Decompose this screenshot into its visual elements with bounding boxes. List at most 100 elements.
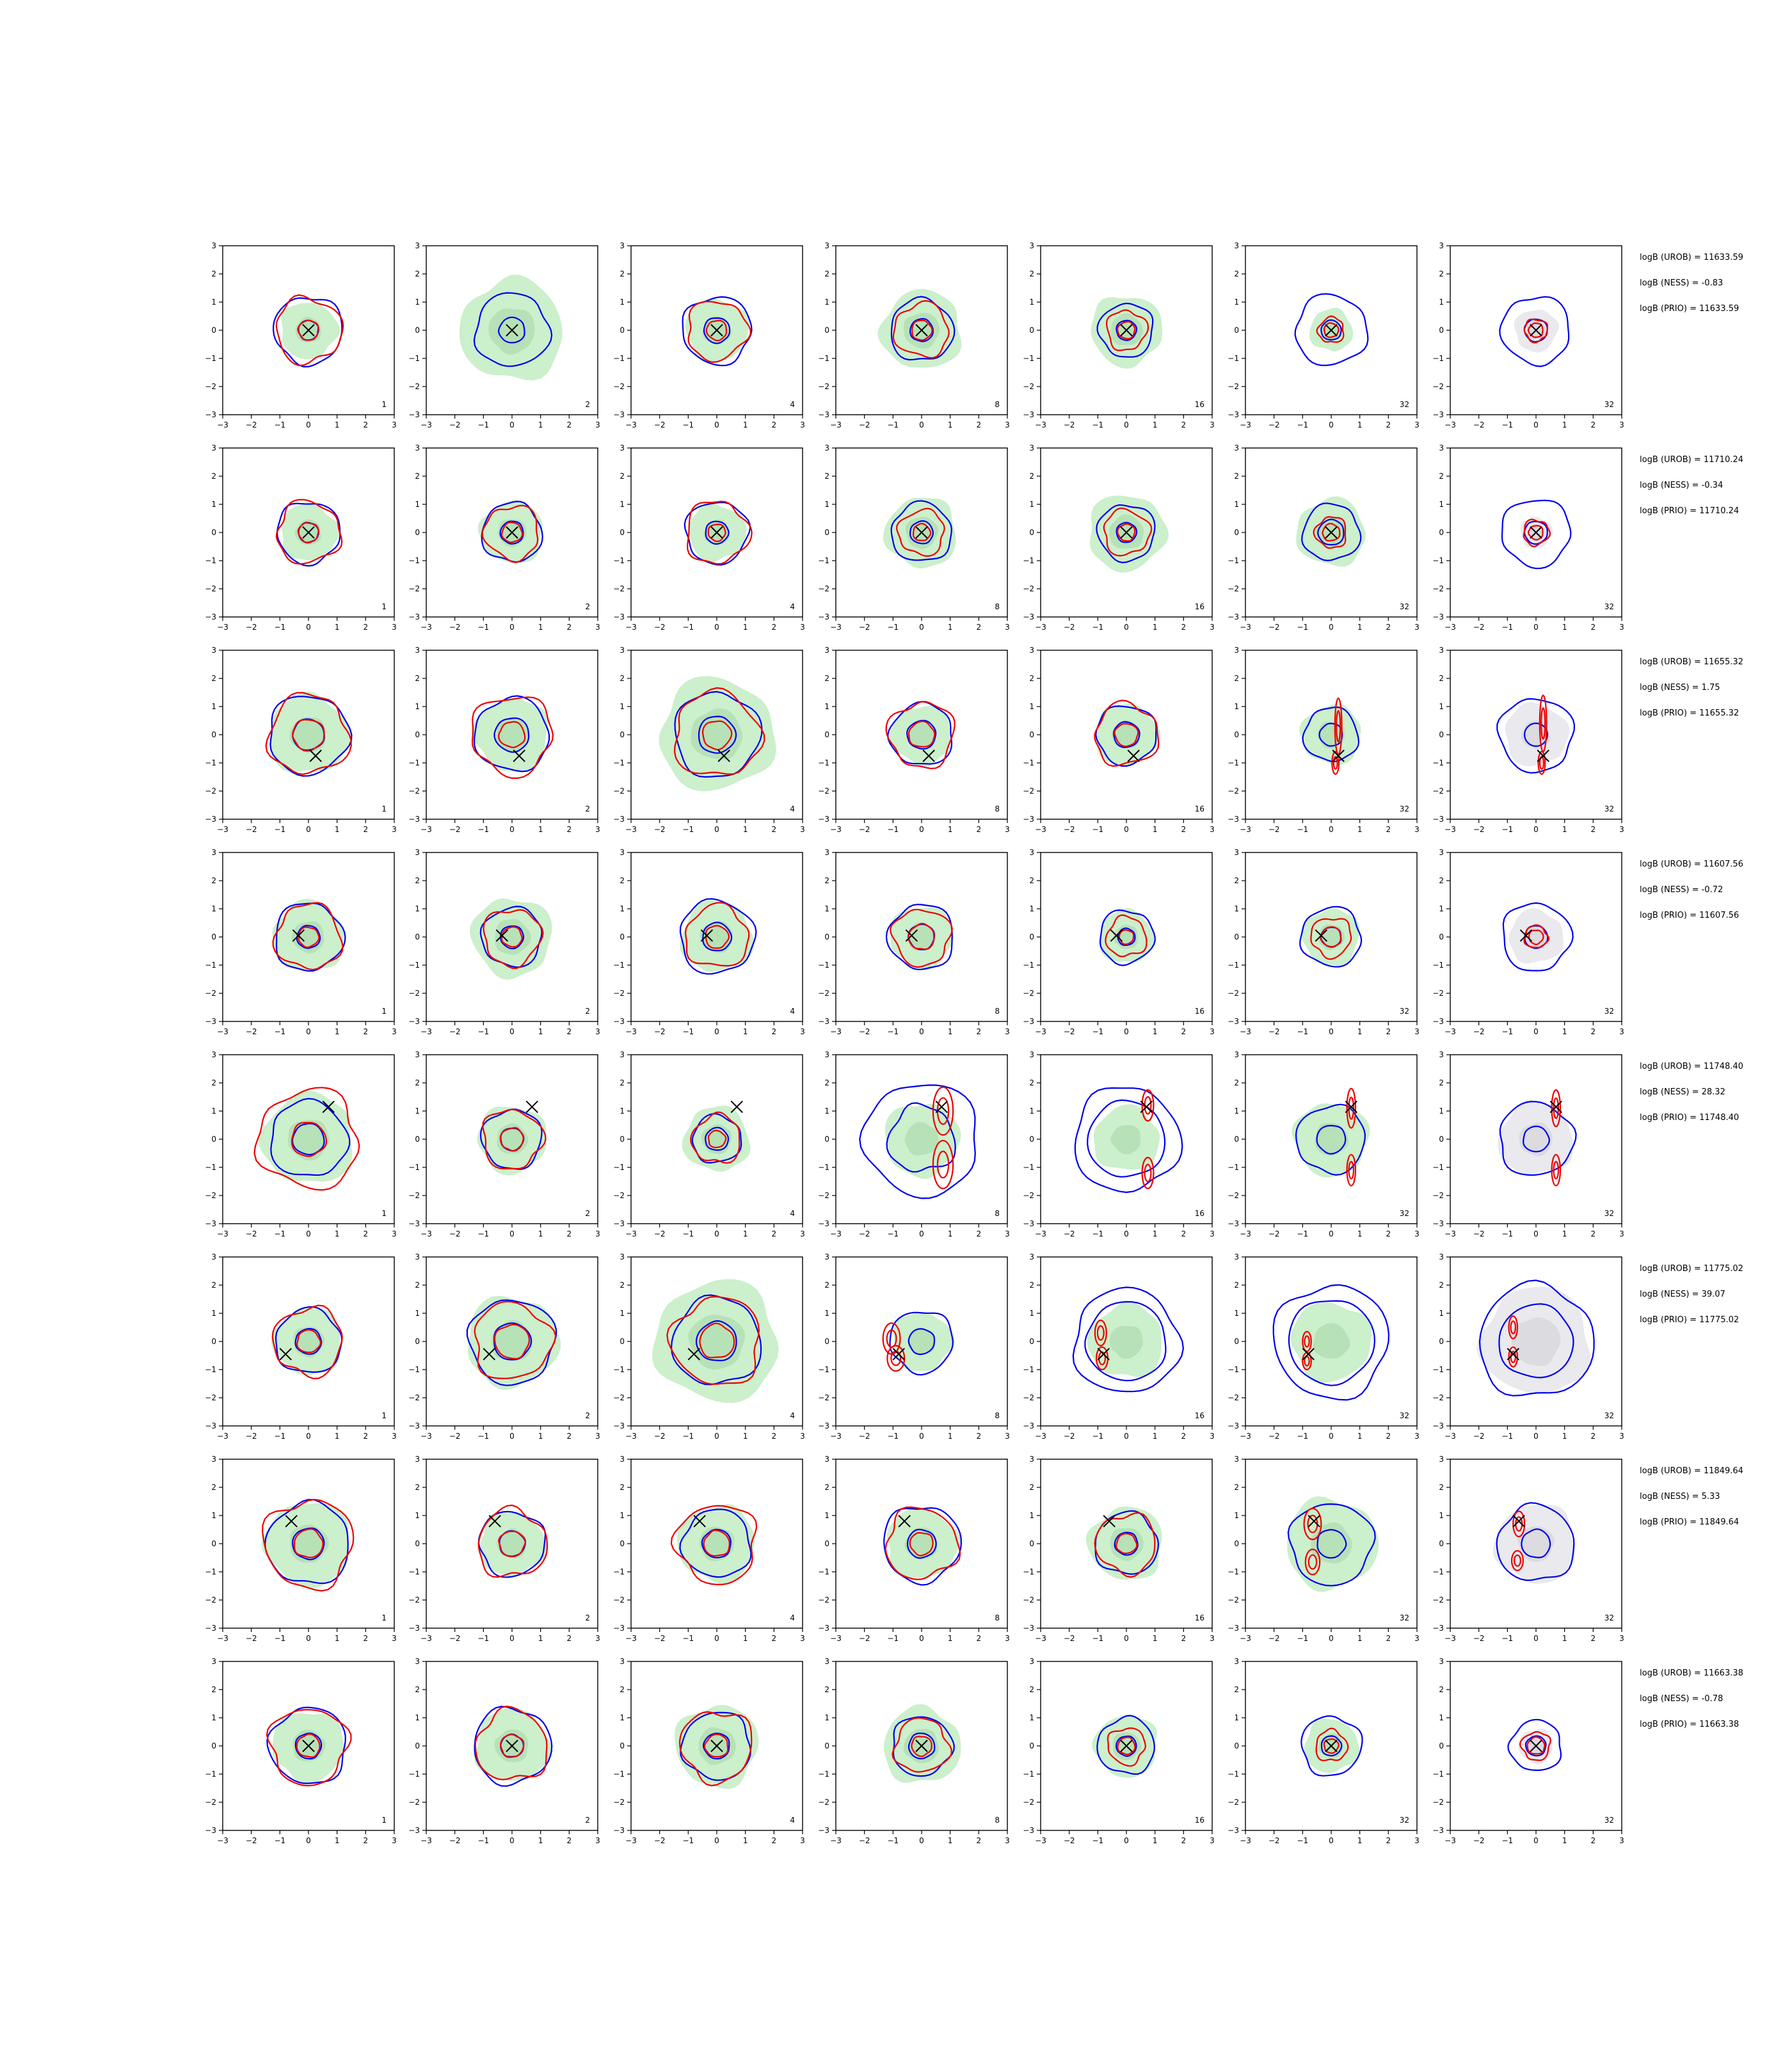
y-tick-label: 3	[620, 444, 625, 452]
x-tick-label: −3	[1444, 623, 1456, 632]
x-tick-label: 0	[1533, 1432, 1539, 1441]
panel-r4-c4: −3−3 −2 −2 −1 −1 0 0 1 1 2 2 3 3 8	[818, 848, 1010, 1036]
panel-r6-c4: −3−3 −2 −2 −1 −1 0 0 1 1 2 2 3 3 8	[818, 1252, 1010, 1441]
x-tick-label: 1	[1357, 623, 1363, 632]
y-tick-label: −3	[408, 1219, 420, 1228]
x-tick-label: 3	[1619, 1836, 1624, 1845]
log-bayes-factor-label: logB (UROB) = 11655.32	[1640, 657, 1743, 667]
panel-r5-c3: −3−3 −2 −2 −1 −1 0 0 1 1 2 2 3 3 4	[613, 1050, 805, 1238]
x-tick-label: 1	[538, 1634, 543, 1643]
y-tick-label: −3	[818, 815, 829, 824]
red-contour	[1096, 1325, 1105, 1341]
x-tick-label: 1	[335, 825, 340, 834]
red-contour	[1105, 914, 1148, 957]
x-tick-label: −2	[654, 825, 666, 834]
log-bayes-factor-label: logB (NESS) = -0.83	[1640, 278, 1723, 288]
x-tick-label: −3	[217, 825, 228, 834]
x-tick-label: 3	[392, 1836, 397, 1845]
blue-contour	[908, 1328, 936, 1356]
red-contour	[1141, 1089, 1155, 1122]
blue-contour	[1502, 902, 1574, 972]
panel-plot-area	[272, 899, 346, 972]
panel-r5-c5: −3−3 −2 −2 −1 −1 0 0 1 1 2 2 3 3 16	[1023, 1050, 1215, 1238]
red-contour	[1513, 1554, 1521, 1567]
x-tick-label: −3	[625, 1634, 637, 1643]
panel-plot-area	[1496, 694, 1576, 775]
x-tick-label: 1	[1153, 420, 1158, 429]
y-tick-label: −3	[613, 1421, 625, 1430]
blue-contour	[1100, 909, 1156, 966]
y-tick-label: −1	[1432, 961, 1444, 970]
y-tick-label: −2	[818, 989, 829, 998]
true-point-marker	[1325, 1740, 1338, 1752]
x-tick-label: 0	[714, 1432, 719, 1441]
x-tick-label: −1	[1297, 1836, 1308, 1845]
x-tick-label: −1	[274, 1432, 285, 1441]
true-point-marker	[483, 1348, 495, 1361]
row-stats-1: logB (UROB) = 11633.59 logB (NESS) = -0.8…	[1640, 253, 1743, 314]
true-point-marker	[1345, 1100, 1357, 1114]
y-tick-label: 2	[1439, 674, 1444, 683]
x-tick-label: 2	[1591, 1027, 1596, 1036]
y-tick-label: 3	[1029, 241, 1034, 250]
y-tick-label: 2	[1439, 1281, 1444, 1290]
x-tick-label: 0	[919, 1027, 924, 1036]
red-contour	[1537, 751, 1546, 775]
true-point-marker	[525, 1100, 538, 1114]
y-tick-label: −1	[205, 1365, 216, 1374]
y-tick-label: −1	[1023, 961, 1034, 970]
y-tick-label: 0	[211, 932, 216, 941]
panel-tag: 32	[1604, 400, 1614, 409]
panel-plot-area	[1287, 1496, 1379, 1592]
y-tick-label: −1	[205, 1567, 216, 1576]
x-tick-label: 1	[1562, 825, 1567, 834]
x-tick-label: 3	[392, 1229, 397, 1238]
x-tick-label: 2	[1591, 1836, 1596, 1845]
x-tick-label: −3	[1444, 1634, 1456, 1643]
x-tick-label: 0	[306, 420, 311, 429]
y-tick-label: 2	[211, 269, 216, 278]
x-tick-label: 1	[538, 1229, 543, 1238]
x-tick-label: 1	[335, 623, 340, 632]
y-tick-label: 3	[415, 1657, 420, 1666]
true-point-marker	[1512, 1515, 1525, 1528]
x-tick-label: 1	[335, 420, 340, 429]
x-tick-label: −2	[1064, 1432, 1075, 1441]
y-tick-label: 1	[211, 500, 216, 509]
y-tick-label: −1	[1023, 1163, 1034, 1172]
x-tick-label: 2	[1386, 1634, 1391, 1643]
x-tick-label: 1	[1357, 1229, 1363, 1238]
y-tick-label: 0	[1029, 1135, 1034, 1144]
x-tick-label: −1	[1092, 1836, 1103, 1845]
panel-tag: 16	[1195, 1007, 1204, 1016]
y-tick-label: −3	[1432, 815, 1444, 824]
true-point-marker	[892, 1348, 905, 1361]
blue-contour	[294, 1732, 323, 1760]
red-contour	[262, 1498, 355, 1592]
panel-r3-c1: −3−3 −2 −2 −1 −1 0 0 1 1 2 2 3 3 1	[205, 646, 397, 834]
x-tick-label: 0	[1124, 1229, 1129, 1238]
panel-r5-c4: −3−3 −2 −2 −1 −1 0 0 1 1 2 2 3 3 8	[818, 1050, 1010, 1238]
x-tick-label: 2	[772, 1229, 777, 1238]
x-tick-label: −2	[1064, 623, 1075, 632]
panel-tag: 8	[995, 602, 1000, 611]
y-tick-label: −2	[613, 1798, 625, 1807]
x-tick-label: 3	[392, 1027, 397, 1036]
y-tick-label: 0	[620, 1135, 625, 1144]
y-tick-label: 3	[620, 1050, 625, 1059]
x-tick-label: 3	[800, 825, 805, 834]
blue-contour	[906, 719, 937, 750]
true-point-marker	[322, 1100, 335, 1114]
density-fill-inner	[289, 717, 326, 753]
x-tick-label: 3	[1414, 1836, 1420, 1845]
y-tick-label: 1	[1439, 1309, 1444, 1318]
red-contour	[892, 300, 950, 359]
y-tick-label: 3	[1439, 1657, 1444, 1666]
red-contour	[275, 294, 344, 367]
panel-plot-area	[1091, 1715, 1157, 1778]
red-contour	[1553, 1160, 1560, 1180]
red-contour	[1523, 318, 1549, 344]
x-tick-label: −1	[1501, 1432, 1513, 1441]
x-tick-label: 3	[1414, 825, 1420, 834]
x-tick-label: 1	[1357, 1634, 1363, 1643]
